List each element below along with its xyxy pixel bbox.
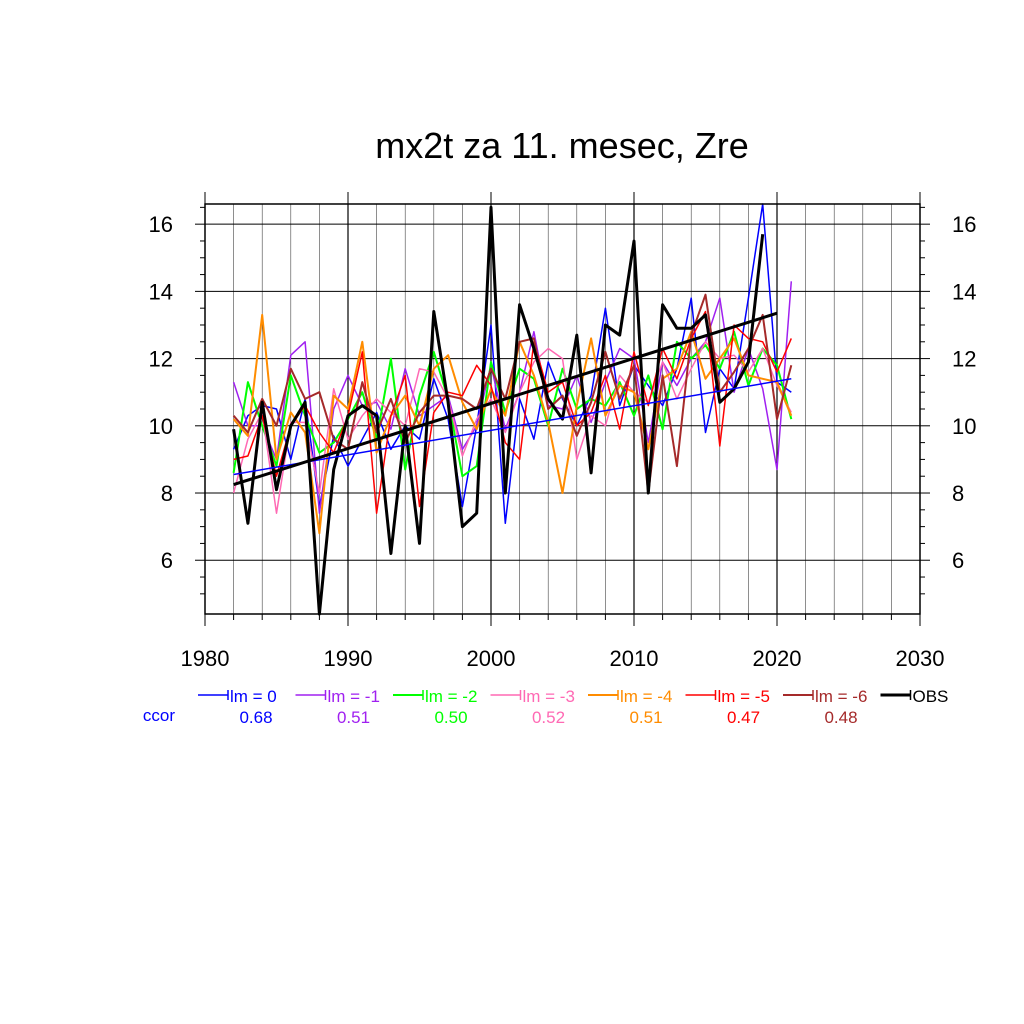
legend-label: OBS xyxy=(913,687,949,706)
x-tick-label: 1980 xyxy=(181,646,230,671)
chart-title: mx2t za 11. mesec, Zre xyxy=(375,125,748,166)
y-tick-label-right: 10 xyxy=(952,414,976,439)
ccor-value: 0.48 xyxy=(824,708,857,727)
legend-label: lm = -1 xyxy=(328,687,380,706)
plot-area xyxy=(232,203,793,616)
y-tick-label-right: 14 xyxy=(952,279,976,304)
ccor-value: 0.47 xyxy=(727,708,760,727)
series-line-obs xyxy=(232,205,765,616)
y-tick-label-right: 16 xyxy=(952,212,976,237)
series-line-lm-4 xyxy=(232,313,793,535)
ccor-label: ccor xyxy=(143,706,175,725)
legend-label: lm = -3 xyxy=(523,687,575,706)
ccor-value: 0.50 xyxy=(434,708,467,727)
y-tick-label-left: 12 xyxy=(149,347,173,372)
y-tick-label-left: 10 xyxy=(149,414,173,439)
y-tick-label-right: 6 xyxy=(952,548,964,573)
y-tick-label-left: 6 xyxy=(161,548,173,573)
y-tick-label-left: 14 xyxy=(149,279,173,304)
x-tick-label: 2020 xyxy=(753,646,802,671)
ccor-value: 0.68 xyxy=(239,708,272,727)
x-tick-label: 1990 xyxy=(324,646,373,671)
ccor-value: 0.52 xyxy=(532,708,565,727)
trend-obs-line xyxy=(233,311,778,487)
x-tick-label: 2010 xyxy=(610,646,659,671)
ccor-value: 0.51 xyxy=(629,708,662,727)
series-line-lm-5 xyxy=(233,310,792,514)
y-tick-label-left: 16 xyxy=(149,212,173,237)
legend-label: lm = -6 xyxy=(815,687,867,706)
x-tick-label: 2000 xyxy=(467,646,516,671)
y-tick-label-left: 8 xyxy=(161,481,173,506)
y-tick-label-right: 12 xyxy=(952,347,976,372)
axes: 6 6 8 8 10 10 12 12 14 14 16 16 1980 1990 2000 2010 2020… xyxy=(149,192,976,671)
legend-label: lm = -4 xyxy=(620,687,672,706)
series-line-lm-0 xyxy=(232,203,792,525)
series-line-lm-6 xyxy=(232,293,793,494)
ccor-value: 0.51 xyxy=(337,708,370,727)
legend-label: lm = -5 xyxy=(718,687,770,706)
legend-label: lm = -2 xyxy=(425,687,477,706)
legend-label: lm = 0 xyxy=(230,687,277,706)
legend: ccor lm = 0 0.68 lm = -1 0.51 lm = -2 0.50 lm =… xyxy=(143,687,949,727)
x-tick-label: 2030 xyxy=(896,646,945,671)
trend-lm-0-line xyxy=(233,378,792,476)
y-tick-label-right: 8 xyxy=(952,481,964,506)
